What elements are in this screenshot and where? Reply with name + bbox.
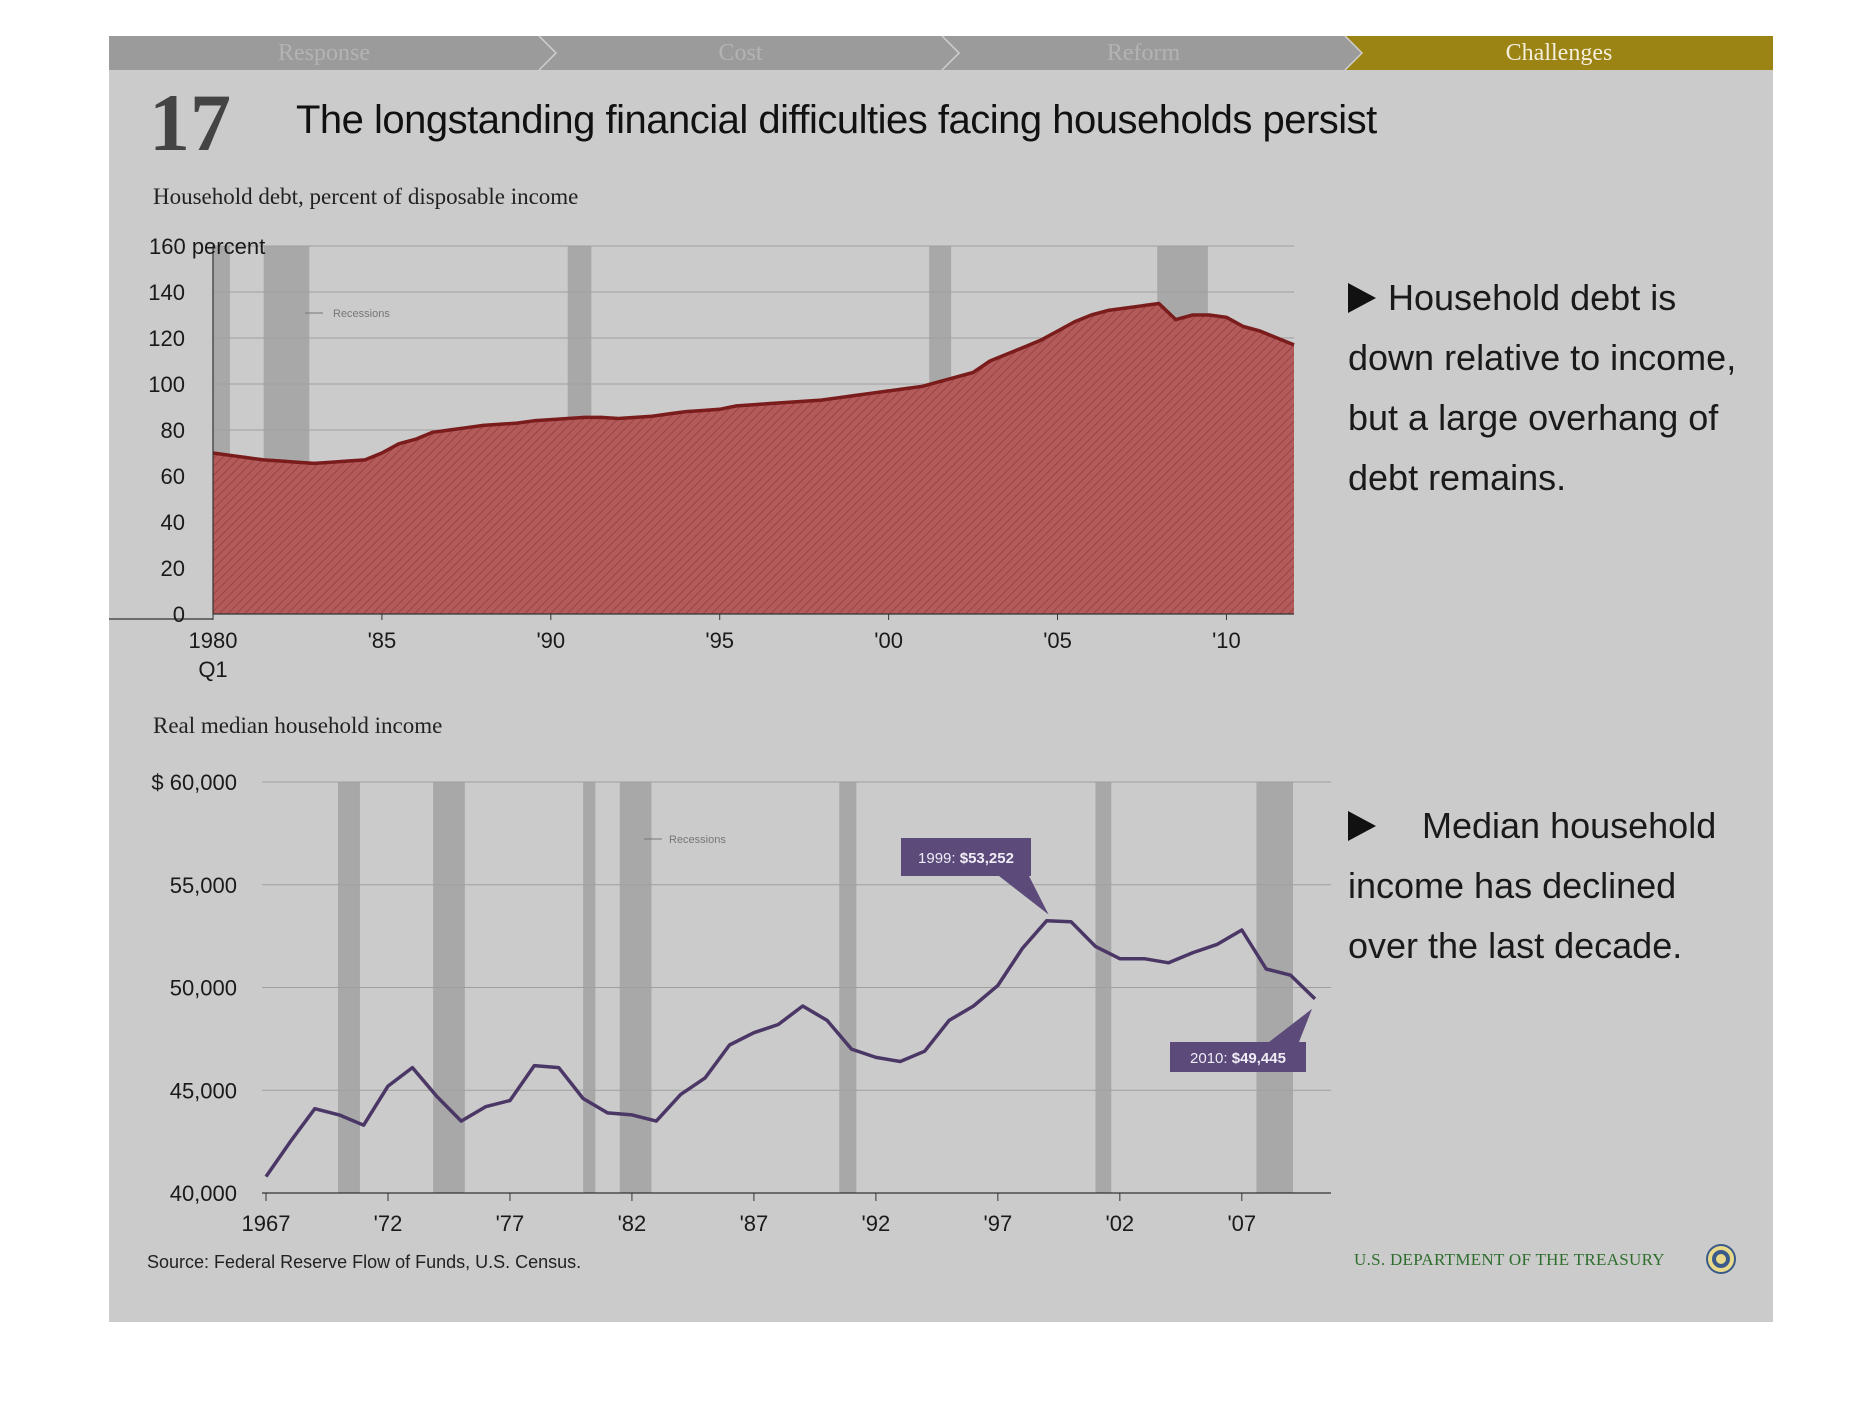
income-line bbox=[264, 918, 1317, 1178]
tab-cost[interactable]: Cost bbox=[718, 40, 763, 66]
source-note: Source: Federal Reserve Flow of Funds, U… bbox=[147, 1252, 582, 1272]
y-tick-label: 50,000 bbox=[170, 976, 237, 1001]
x-tick-label: '10 bbox=[1212, 628, 1241, 653]
treasury-label: U.S. DEPARTMENT OF THE TREASURY bbox=[1354, 1250, 1665, 1269]
bullet-debt-text: Household debt is down relative to incom… bbox=[1348, 277, 1737, 498]
bullet-income-text: Median household income has declined ove… bbox=[1348, 805, 1717, 966]
callout-label: 2010: $49,445 bbox=[1190, 1050, 1286, 1067]
x-tick-label: 1980 bbox=[189, 628, 238, 653]
tab-response[interactable]: Response bbox=[278, 40, 370, 66]
median-income-chart: 40,000 45,000 50,000 55,000 $ 60,000 1967 '72 '… bbox=[151, 770, 1331, 1236]
slide: Response Cost Reform Challenges 17 The l… bbox=[109, 36, 1773, 1322]
x-tick-sublabel: Q1 bbox=[198, 657, 227, 682]
y-tick-label: 60 bbox=[161, 464, 185, 489]
x-tick-label: '02 bbox=[1106, 1211, 1135, 1236]
bullet-income: Median household income has declined ove… bbox=[1348, 796, 1748, 976]
tab-challenges[interactable]: Challenges bbox=[1505, 40, 1613, 66]
annotation-callout: 2010: $49,445 bbox=[1170, 1008, 1312, 1072]
x-tick-label: 1967 bbox=[242, 1211, 291, 1236]
y-tick-label: $ 60,000 bbox=[151, 770, 237, 795]
household-debt-chart: 0 20 40 60 80 100 120 140 160 percent 1980 Q1 '85 '9… bbox=[109, 234, 1295, 682]
nav-background bbox=[109, 36, 1773, 70]
x-tick-label: '87 bbox=[740, 1211, 769, 1236]
x-tick-label: '97 bbox=[984, 1211, 1013, 1236]
x-tick-label: '05 bbox=[1043, 628, 1072, 653]
debt-area bbox=[213, 303, 1294, 614]
debt-chart-title: Household debt, percent of disposable in… bbox=[153, 184, 579, 209]
x-tick-label: '72 bbox=[374, 1211, 403, 1236]
x-tick-label: '00 bbox=[874, 628, 903, 653]
slide-number: 17 bbox=[149, 77, 231, 168]
y-tick-label: 120 bbox=[148, 326, 185, 351]
callout-box bbox=[1170, 1042, 1306, 1072]
x-tick-label: '82 bbox=[618, 1211, 647, 1236]
x-tick-label: '07 bbox=[1227, 1211, 1256, 1236]
y-tick-label: 160 percent bbox=[149, 234, 265, 259]
x-tick-label: '77 bbox=[496, 1211, 525, 1236]
triangle-bullet-icon bbox=[1348, 811, 1376, 841]
legend-label: Recessions bbox=[333, 308, 390, 320]
legend-label: Recessions bbox=[669, 834, 726, 846]
triangle-bullet-icon bbox=[1348, 283, 1376, 313]
y-tick-label: 55,000 bbox=[170, 873, 237, 898]
slide-title: The longstanding financial difficulties … bbox=[296, 98, 1377, 142]
annotation-callout: 1999: $53,252 bbox=[901, 838, 1049, 915]
y-tick-label: 100 bbox=[148, 372, 185, 397]
y-tick-label: 45,000 bbox=[170, 1078, 237, 1103]
y-tick-label: 140 bbox=[148, 280, 185, 305]
y-tick-label: 40,000 bbox=[170, 1181, 237, 1206]
y-tick-label: 80 bbox=[161, 418, 185, 443]
debt-line bbox=[212, 301, 1295, 466]
y-tick-label: 0 bbox=[173, 602, 185, 627]
callout-box bbox=[901, 838, 1031, 876]
y-tick-label: 20 bbox=[161, 556, 185, 581]
x-tick-label: '95 bbox=[705, 628, 734, 653]
x-tick-label: '92 bbox=[862, 1211, 891, 1236]
income-chart-title: Real median household income bbox=[153, 713, 443, 738]
callout-pointer bbox=[1269, 1008, 1312, 1042]
treasury-seal-icon bbox=[1706, 1244, 1736, 1274]
tab-reform[interactable]: Reform bbox=[1106, 40, 1181, 66]
x-tick-label: '90 bbox=[536, 628, 565, 653]
y-tick-label: 40 bbox=[161, 510, 185, 535]
bullet-debt: Household debt is down relative to incom… bbox=[1348, 268, 1748, 508]
section-nav: Response Cost Reform Challenges bbox=[109, 36, 1773, 70]
callout-pointer bbox=[999, 876, 1049, 915]
x-tick-label: '85 bbox=[368, 628, 397, 653]
callout-label: 1999: $53,252 bbox=[918, 850, 1014, 867]
